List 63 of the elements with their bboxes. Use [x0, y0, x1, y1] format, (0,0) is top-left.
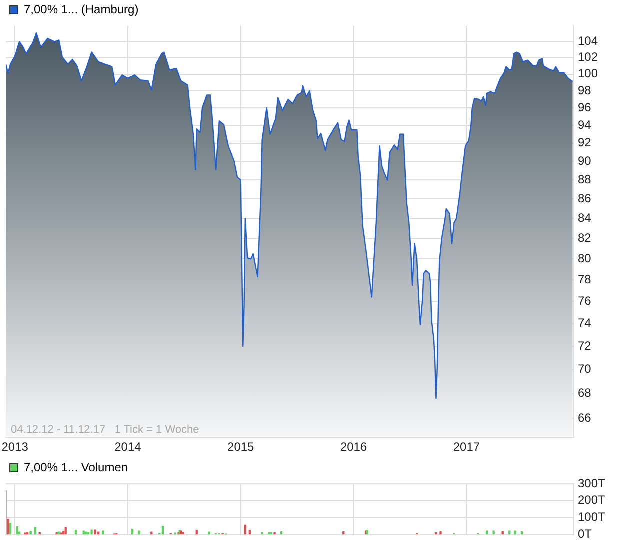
- y-tick-label: 74: [578, 316, 592, 330]
- x-tick-label: 2013: [2, 440, 29, 454]
- y-tick-label: 78: [578, 272, 592, 286]
- y-tick-label: 98: [578, 83, 592, 98]
- bar: [74, 530, 78, 535]
- bar: [62, 531, 65, 535]
- y-tick-label: 96: [578, 100, 592, 114]
- y-tick-label: 68: [578, 386, 592, 400]
- x-tick-label: 2014: [114, 440, 142, 454]
- y-tick-label: 84: [578, 211, 592, 226]
- bar: [248, 530, 251, 535]
- y-tick-label: 102: [578, 50, 598, 64]
- y-tick-label: 80: [578, 251, 592, 266]
- bar: [16, 526, 18, 535]
- x-tick-label: 2015: [228, 440, 255, 454]
- x-tick-label: 2017: [453, 440, 480, 454]
- y-tick-label: 300T: [578, 476, 606, 490]
- bar: [64, 527, 67, 535]
- y-tick-label: 92: [578, 136, 592, 150]
- y-tick-label: 88: [578, 172, 592, 187]
- y-tick-label: 90: [578, 154, 592, 168]
- legend-label: 7,00% 1... Volumen: [24, 460, 128, 474]
- bar: [34, 527, 36, 535]
- bar: [82, 530, 85, 535]
- bar: [486, 530, 488, 535]
- bar: [274, 532, 276, 535]
- bar: [435, 532, 438, 535]
- bar: [492, 530, 495, 535]
- bar: [90, 530, 93, 535]
- bar: [440, 531, 442, 535]
- bar: [85, 532, 88, 535]
- bar: [514, 530, 516, 535]
- y-tick-label: 0T: [578, 527, 593, 542]
- y-tick-label: 104: [578, 34, 598, 48]
- legend-label: 7,00% 1... (Hamburg): [24, 2, 139, 16]
- bar: [94, 530, 96, 535]
- bar: [196, 530, 198, 535]
- bar: [131, 529, 134, 535]
- y-tick-label: 200T: [578, 493, 606, 508]
- bar: [138, 530, 140, 535]
- y-tick-label: 70: [578, 362, 592, 376]
- y-tick-label: 66: [578, 410, 592, 425]
- bar: [208, 532, 210, 535]
- bar: [9, 523, 12, 535]
- y-tick-label: 72: [578, 338, 592, 353]
- bar: [182, 532, 184, 535]
- bar: [87, 532, 90, 535]
- bar: [30, 531, 32, 535]
- bar: [150, 532, 153, 535]
- x-tick-label: 2016: [340, 440, 368, 454]
- y-tick-label: 76: [578, 294, 592, 308]
- y-tick-label: 94: [578, 118, 592, 132]
- y-tick-label: 82: [578, 231, 592, 246]
- y-tick-label: 86: [578, 192, 592, 206]
- y-tick-label: 100: [578, 66, 598, 81]
- bar: [102, 530, 104, 535]
- bar: [26, 532, 29, 535]
- bar: [7, 519, 10, 535]
- bar: [162, 526, 164, 535]
- y-tick-label: 100T: [578, 510, 606, 524]
- bar: [56, 532, 58, 535]
- bar: [508, 530, 511, 535]
- annotation: 04.12.12 - 11.12.17 1 Tick = 1 Woche: [11, 424, 200, 436]
